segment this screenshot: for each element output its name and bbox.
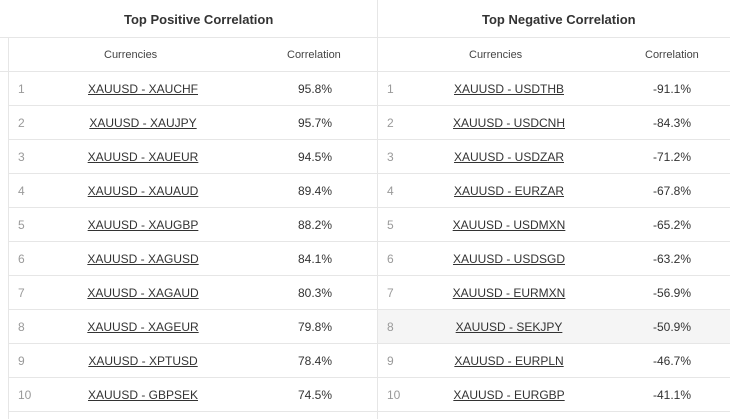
currency-pair-link[interactable]: XAUUSD - XAUJPY [89, 116, 197, 130]
correlation-value: -56.9% [652, 286, 692, 300]
table-row: 3 XAUUSD - USDZAR -71.2% [378, 140, 730, 174]
row-rank: 7 [387, 286, 394, 300]
table-row: 5 XAUUSD - XAUGBP 88.2% [9, 208, 377, 242]
table-row: 2 XAUUSD - XAUJPY 95.7% [9, 106, 377, 140]
correlation-value: -71.2% [652, 150, 692, 164]
row-rank: 6 [387, 252, 394, 266]
negative-rows: 1 XAUUSD - USDTHB -91.1% 2 XAUUSD - USDCNH -8… [378, 72, 730, 412]
positive-correlation-header: Correlation [287, 49, 341, 61]
table-row: 4 XAUUSD - EURZAR -67.8% [378, 174, 730, 208]
negative-correlation-panel: Top Negative Correlation Currencies Corr… [377, 0, 730, 419]
positive-correlation-panel: Top Positive Correlation Currencies Corr… [0, 0, 377, 419]
table-row: 9 XAUUSD - XPTUSD 78.4% [9, 344, 377, 378]
correlation-value: -91.1% [652, 82, 692, 96]
correlation-value: -65.2% [652, 218, 692, 232]
negative-correlation-header: Correlation [645, 49, 699, 61]
row-rank: 3 [18, 150, 25, 164]
table-row: 4 XAUUSD - XAUAUD 89.4% [9, 174, 377, 208]
row-rank: 5 [387, 218, 394, 232]
correlation-value: -46.7% [652, 354, 692, 368]
correlation-value: -67.8% [652, 184, 692, 198]
correlation-value: 89.4% [297, 184, 333, 198]
row-rank: 9 [18, 354, 25, 368]
correlation-value: 95.8% [297, 82, 333, 96]
row-rank: 2 [18, 116, 25, 130]
row-rank: 3 [387, 150, 394, 164]
currency-pair-link[interactable]: XAUUSD - XAUGBP [87, 218, 199, 232]
correlation-value: -50.9% [652, 320, 692, 334]
row-rank: 10 [18, 388, 32, 402]
currency-pair-link[interactable]: XAUUSD - EURGBP [453, 388, 565, 402]
correlation-value: 84.1% [297, 252, 333, 266]
positive-title-row: Top Positive Correlation [0, 0, 377, 38]
correlation-value: 79.8% [297, 320, 333, 334]
table-row: 10 XAUUSD - GBPSEK 74.5% [9, 378, 377, 412]
currency-pair-link[interactable]: XAUUSD - USDTHB [453, 82, 565, 96]
currency-pair-link[interactable]: XAUUSD - EURZAR [453, 184, 565, 198]
currency-pair-link[interactable]: XAUUSD - XAUCHF [87, 82, 199, 96]
row-rank: 8 [18, 320, 25, 334]
table-row: 10 XAUUSD - EURGBP -41.1% [378, 378, 730, 412]
currency-pair-link[interactable]: XAUUSD - XAUEUR [87, 150, 199, 164]
row-rank: 4 [387, 184, 394, 198]
currency-pair-link[interactable]: XAUUSD - USDSGD [452, 252, 566, 266]
table-row: 1 XAUUSD - USDTHB -91.1% [378, 72, 730, 106]
correlation-value: 74.5% [297, 388, 333, 402]
positive-header-row: Currencies Correlation [0, 38, 377, 72]
positive-title: Top Positive Correlation [124, 12, 274, 27]
currency-pair-link[interactable]: XAUUSD - XPTUSD [88, 354, 198, 368]
table-row: 1 XAUUSD - XAUCHF 95.8% [9, 72, 377, 106]
row-rank: 1 [18, 82, 25, 96]
row-rank: 7 [18, 286, 25, 300]
row-rank: 6 [18, 252, 25, 266]
table-row: 5 XAUUSD - USDMXN -65.2% [378, 208, 730, 242]
positive-rows: 1 XAUUSD - XAUCHF 95.8% 2 XAUUSD - XAUJPY 95.… [0, 72, 377, 412]
table-row: 2 XAUUSD - USDCNH -84.3% [378, 106, 730, 140]
currency-pair-link[interactable]: XAUUSD - USDMXN [452, 218, 566, 232]
correlation-value: 80.3% [297, 286, 333, 300]
currency-pair-link[interactable]: XAUUSD - XAGEUR [87, 320, 199, 334]
correlation-value: -63.2% [652, 252, 692, 266]
row-rank: 10 [387, 388, 401, 402]
currency-pair-link[interactable]: XAUUSD - XAGUSD [87, 252, 199, 266]
negative-title-row: Top Negative Correlation [378, 0, 730, 38]
row-rank: 2 [387, 116, 394, 130]
table-row: 7 XAUUSD - EURMXN -56.9% [378, 276, 730, 310]
correlation-value: 88.2% [297, 218, 333, 232]
negative-currencies-header: Currencies [469, 49, 523, 61]
currency-pair-link[interactable]: XAUUSD - USDZAR [453, 150, 565, 164]
table-row: 8 XAUUSD - XAGEUR 79.8% [9, 310, 377, 344]
row-rank: 8 [387, 320, 394, 334]
positive-currencies-header: Currencies [104, 49, 158, 61]
row-rank: 4 [18, 184, 25, 198]
correlation-value: 95.7% [297, 116, 333, 130]
correlation-value: 94.5% [297, 150, 333, 164]
correlation-value: -84.3% [652, 116, 692, 130]
currency-pair-link[interactable]: XAUUSD - SEKJPY [455, 320, 563, 334]
currency-pair-link[interactable]: XAUUSD - USDCNH [452, 116, 566, 130]
currency-pair-link[interactable]: XAUUSD - EURPLN [454, 354, 564, 368]
correlation-value: 78.4% [297, 354, 333, 368]
table-row: 6 XAUUSD - XAGUSD 84.1% [9, 242, 377, 276]
row-rank: 9 [387, 354, 394, 368]
currency-pair-link[interactable]: XAUUSD - XAUAUD [87, 184, 199, 198]
currency-pair-link[interactable]: XAUUSD - EURMXN [452, 286, 566, 300]
table-row: 7 XAUUSD - XAGAUD 80.3% [9, 276, 377, 310]
correlation-value: -41.1% [652, 388, 692, 402]
currency-pair-link[interactable]: XAUUSD - GBPSEK [87, 388, 199, 402]
negative-header-row: Currencies Correlation [378, 38, 730, 72]
row-rank: 1 [387, 82, 394, 96]
table-row: 3 XAUUSD - XAUEUR 94.5% [9, 140, 377, 174]
negative-title: Top Negative Correlation [482, 12, 636, 27]
table-row: 9 XAUUSD - EURPLN -46.7% [378, 344, 730, 378]
currency-pair-link[interactable]: XAUUSD - XAGAUD [87, 286, 199, 300]
row-rank: 5 [18, 218, 25, 232]
left-divider [8, 38, 9, 419]
table-row: 6 XAUUSD - USDSGD -63.2% [378, 242, 730, 276]
table-row: 8 XAUUSD - SEKJPY -50.9% [378, 310, 730, 344]
